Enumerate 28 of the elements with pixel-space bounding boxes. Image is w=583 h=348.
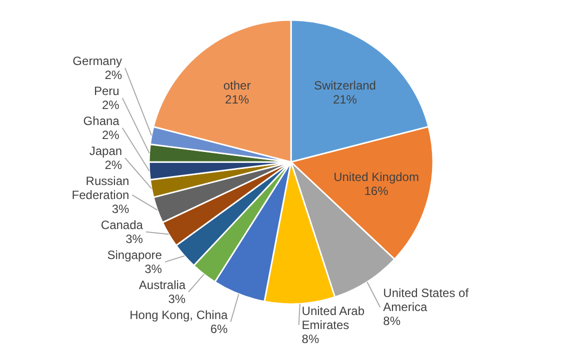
data-label: 3% [144, 262, 162, 276]
data-label: 8% [302, 332, 320, 346]
data-label: 2% [102, 128, 120, 142]
slice-label: Australia [138, 278, 186, 292]
slice-label: Switzerland [314, 78, 376, 92]
slice-label: United States of America [383, 286, 470, 314]
data-label: 21% [225, 92, 250, 106]
data-label: 2% [102, 98, 120, 112]
slice-label: Hong Kong, China [130, 308, 228, 322]
slice-label: Ghana [83, 114, 120, 128]
slice-label: Germany [72, 54, 122, 68]
data-label: 3% [112, 202, 130, 216]
slice-label: Japan [89, 144, 122, 158]
data-label: 21% [332, 92, 358, 106]
slice-label: Singapore [107, 248, 162, 262]
data-label: 2% [104, 158, 122, 172]
slice-label: Canada [100, 218, 144, 232]
slice-label: other [223, 78, 251, 92]
slice-label: United Arab Emirates [302, 304, 365, 332]
data-label: 6% [210, 322, 228, 336]
data-label: 8% [383, 314, 401, 328]
slice-label: United Kingdom [334, 170, 419, 184]
slice-label: Russian Federation [72, 174, 130, 202]
data-label: 3% [168, 292, 186, 306]
data-label: 3% [126, 232, 144, 246]
data-label: 16% [364, 184, 389, 198]
slice-label: Peru [94, 84, 120, 98]
data-label: 2% [104, 68, 122, 82]
